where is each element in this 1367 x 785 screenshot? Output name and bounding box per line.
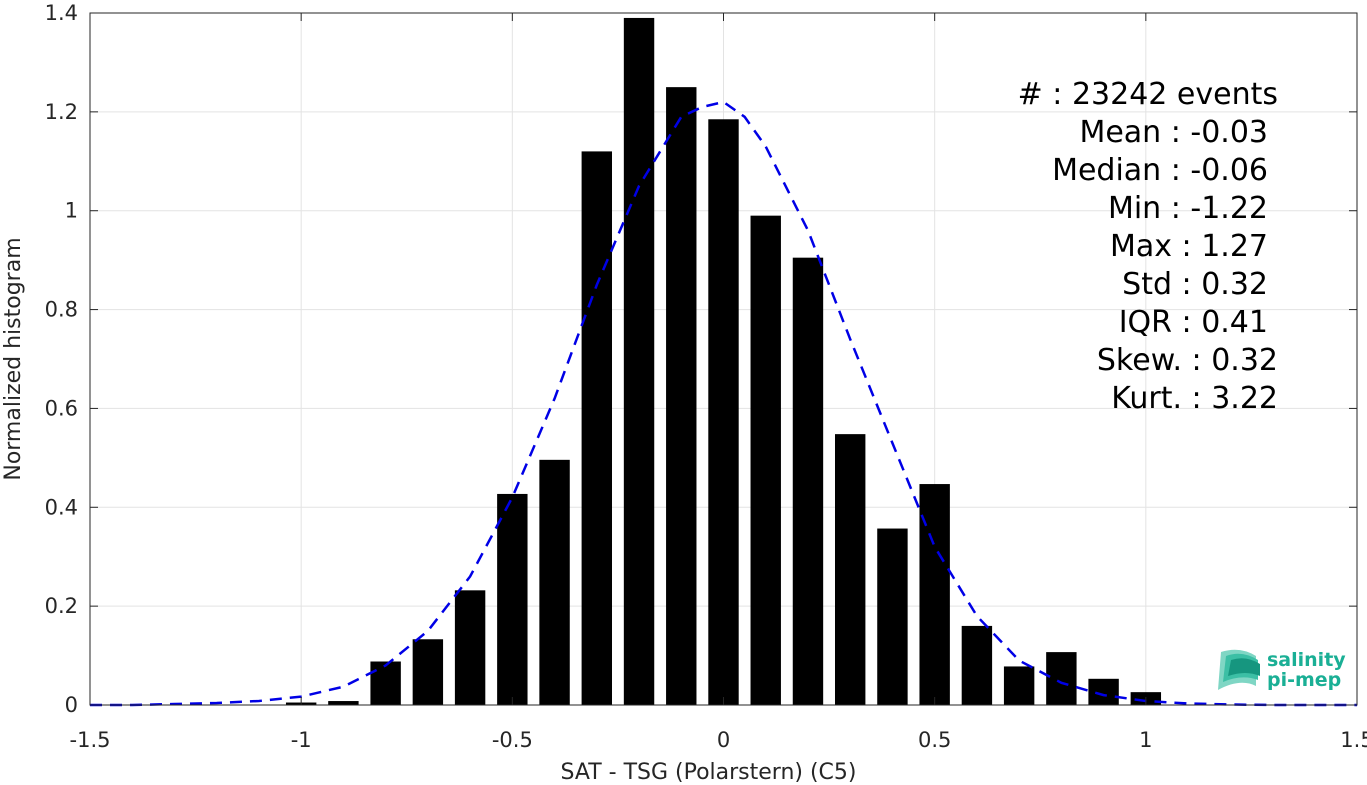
histogram-bar xyxy=(328,701,359,705)
fit-curve xyxy=(90,100,1357,707)
stat-line: IQR : 0.41 xyxy=(1119,305,1268,340)
y-axis-label: Normalized histogram xyxy=(1,237,26,480)
histogram-bar xyxy=(581,151,613,705)
y-tick-label: 0 xyxy=(65,693,78,717)
histogram-bar xyxy=(1046,652,1077,705)
histogram-bar xyxy=(370,661,401,705)
histogram-bar xyxy=(750,215,781,705)
histogram-bar xyxy=(1003,666,1035,705)
y-tick-label: 0.4 xyxy=(45,495,78,519)
x-tick-label: 1 xyxy=(1139,728,1152,752)
y-axis-ticks: 0 0.2 0.4 0.6 0.8 1 1.2 1.4 xyxy=(45,1,1357,717)
histogram-bar xyxy=(666,87,697,705)
histogram-bar xyxy=(961,625,993,705)
stat-line: Skew. : 0.32 xyxy=(1097,343,1278,378)
stat-line: # : 23242 events xyxy=(1018,77,1278,112)
histogram-bar xyxy=(792,257,824,705)
histogram-bar xyxy=(708,119,739,706)
stat-line: Min : -1.22 xyxy=(1108,191,1268,226)
logo-wave-icon xyxy=(1218,649,1260,690)
histogram-bar xyxy=(1088,678,1119,705)
histogram-bar xyxy=(877,528,908,705)
stat-line: Std : 0.32 xyxy=(1122,267,1268,302)
histogram-bar xyxy=(412,639,444,705)
stat-line: Median : -0.06 xyxy=(1052,153,1268,188)
y-tick-label: 0.8 xyxy=(45,298,78,322)
bars-group xyxy=(285,17,1162,706)
x-tick-label: 0 xyxy=(717,728,730,752)
stat-line: Kurt. : 3.22 xyxy=(1111,381,1278,416)
logo-line1: salinity xyxy=(1267,649,1346,671)
stat-line: Max : 1.27 xyxy=(1110,229,1268,264)
histogram-bar xyxy=(623,17,655,705)
stat-line: Mean : -0.03 xyxy=(1079,115,1268,150)
x-tick-label: -1 xyxy=(291,728,312,752)
y-tick-label: 1.4 xyxy=(45,1,78,25)
histogram-bar xyxy=(834,434,866,705)
salinity-pi-mep-logo: salinity pi-mep xyxy=(1218,649,1346,691)
y-tick-label: 0.2 xyxy=(45,594,78,618)
y-tick-label: 0.6 xyxy=(45,396,78,420)
logo-line2: pi-mep xyxy=(1267,669,1341,691)
histogram-bar xyxy=(454,590,486,705)
y-tick-label: 1 xyxy=(65,199,78,223)
x-tick-label: -1.5 xyxy=(70,728,111,752)
histogram-bar xyxy=(539,459,570,705)
histogram-bar xyxy=(497,493,528,705)
x-axis-ticks: -1.5 -1 -0.5 0 0.5 1 1.5 xyxy=(70,13,1367,752)
x-axis-label: SAT - TSG (Polarstern) (C5) xyxy=(560,760,856,785)
x-tick-label: -0.5 xyxy=(492,728,533,752)
x-tick-label: 0.5 xyxy=(918,728,951,752)
histogram-bar xyxy=(919,484,950,705)
x-tick-label: 1.5 xyxy=(1340,728,1367,752)
y-tick-label: 1.2 xyxy=(45,100,78,124)
